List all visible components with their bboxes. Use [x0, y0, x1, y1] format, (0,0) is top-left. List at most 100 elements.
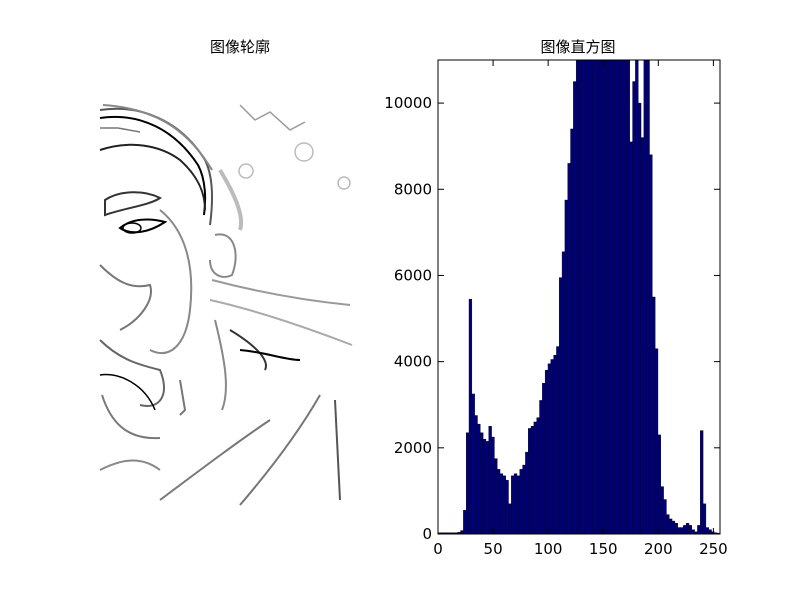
histogram-bar	[575, 59, 580, 535]
chest-contour	[99, 459, 161, 471]
histogram-bar	[488, 426, 492, 535]
pupil-contour	[122, 222, 142, 234]
histogram-bar	[700, 430, 704, 535]
histogram-bar	[643, 59, 647, 535]
histogram-bar	[482, 439, 487, 535]
histogram-bar	[584, 59, 588, 535]
background-circle-2	[238, 163, 254, 179]
histogram-bar	[460, 530, 464, 535]
histogram-bar	[544, 370, 549, 535]
histogram-bar	[590, 59, 594, 535]
histogram-bar	[502, 475, 506, 535]
histogram-bar	[609, 59, 614, 535]
histogram-bar	[674, 523, 678, 535]
histogram-bar	[669, 518, 673, 535]
histogram-bar	[663, 499, 667, 535]
histogram-bar	[561, 251, 566, 535]
lip-contour	[99, 373, 156, 411]
histogram-bar	[547, 363, 551, 535]
histogram-bar	[657, 434, 661, 535]
histogram-bar	[660, 486, 664, 535]
collar-contour-bottom	[209, 299, 353, 346]
histogram-bar	[595, 59, 599, 535]
histogram-bar	[471, 393, 475, 535]
nose-contour	[99, 264, 152, 331]
neck-contour	[214, 319, 227, 411]
background-blob-contour	[218, 168, 244, 231]
histogram-bar	[685, 523, 690, 535]
histogram-bar	[666, 514, 670, 535]
histogram-bar	[615, 59, 619, 535]
y-tick-label: 6000	[394, 266, 432, 284]
histogram-y-axis: 0 2000 4000 6000 8000 10000	[384, 94, 720, 543]
contour-image	[99, 102, 354, 508]
histogram-bar	[463, 510, 467, 535]
chin-contour	[101, 394, 161, 440]
histogram-bar	[708, 529, 712, 535]
histogram-bar	[607, 59, 611, 535]
histogram-bar	[683, 525, 687, 535]
histogram-bar	[499, 473, 504, 535]
histogram-bar	[598, 59, 602, 535]
histogram-bar	[519, 469, 523, 535]
histogram-x-axis: 0 50 100 150 200 250	[433, 60, 728, 558]
x-tick-label: 100	[534, 540, 563, 558]
histogram-bar	[618, 59, 622, 535]
histogram-bar	[677, 527, 681, 535]
histogram-frame	[437, 59, 721, 535]
histogram-bar	[525, 451, 529, 535]
ear-contour	[209, 233, 237, 278]
histogram-bar	[539, 400, 543, 535]
histogram-bar	[474, 415, 478, 535]
histogram-bar	[530, 426, 535, 535]
eyebrow-contour	[104, 191, 162, 217]
shirt-edge-contour	[239, 349, 301, 361]
histogram-bars	[437, 59, 721, 535]
y-tick-label: 0	[422, 525, 432, 543]
histogram-bar	[623, 59, 628, 535]
histogram-bar	[573, 81, 577, 535]
neck-shadow-contour	[179, 379, 187, 416]
histogram-bar	[702, 503, 707, 535]
histogram-bar	[508, 503, 512, 535]
histogram-bar	[570, 128, 574, 535]
histogram-bar	[578, 59, 583, 535]
histogram-bar	[705, 527, 709, 535]
x-tick-label: 50	[484, 540, 503, 558]
histogram-bar	[652, 296, 656, 535]
x-tick-label: 0	[433, 540, 443, 558]
histogram-bar	[654, 348, 659, 535]
x-tick-label: 200	[644, 540, 673, 558]
histogram-bar	[581, 59, 585, 535]
y-tick-label: 10000	[384, 94, 432, 112]
right-panel-title: 图像直方图	[540, 38, 615, 56]
histogram-bar	[533, 421, 537, 535]
histogram-bar	[511, 475, 515, 535]
histogram-bar	[671, 520, 676, 535]
background-circle-1	[294, 142, 314, 162]
background-edge-contour	[334, 399, 341, 501]
y-tick-label: 4000	[394, 353, 432, 371]
histogram-bar	[587, 59, 591, 535]
histogram-bar	[556, 346, 560, 535]
histogram-bar	[485, 441, 489, 535]
histogram-bar	[604, 59, 608, 535]
histogram-bar	[468, 298, 473, 535]
histogram-bar	[480, 432, 484, 535]
histogram-bar	[494, 458, 498, 535]
histogram-bar	[697, 525, 701, 535]
background-circle-3	[337, 176, 351, 190]
histogram-bar	[626, 59, 630, 535]
histogram-bar	[635, 59, 639, 535]
left-panel-title: 图像轮廓	[210, 38, 270, 56]
hair-strand-contour	[100, 127, 141, 133]
histogram-bar	[505, 479, 509, 535]
histogram-bar	[621, 59, 625, 535]
histogram-bar	[553, 354, 557, 535]
histogram-bar	[649, 154, 653, 535]
histogram-bar	[497, 469, 501, 535]
histogram-bar	[513, 473, 518, 535]
histogram-bar	[542, 382, 546, 535]
collar-contour-top	[211, 279, 351, 306]
